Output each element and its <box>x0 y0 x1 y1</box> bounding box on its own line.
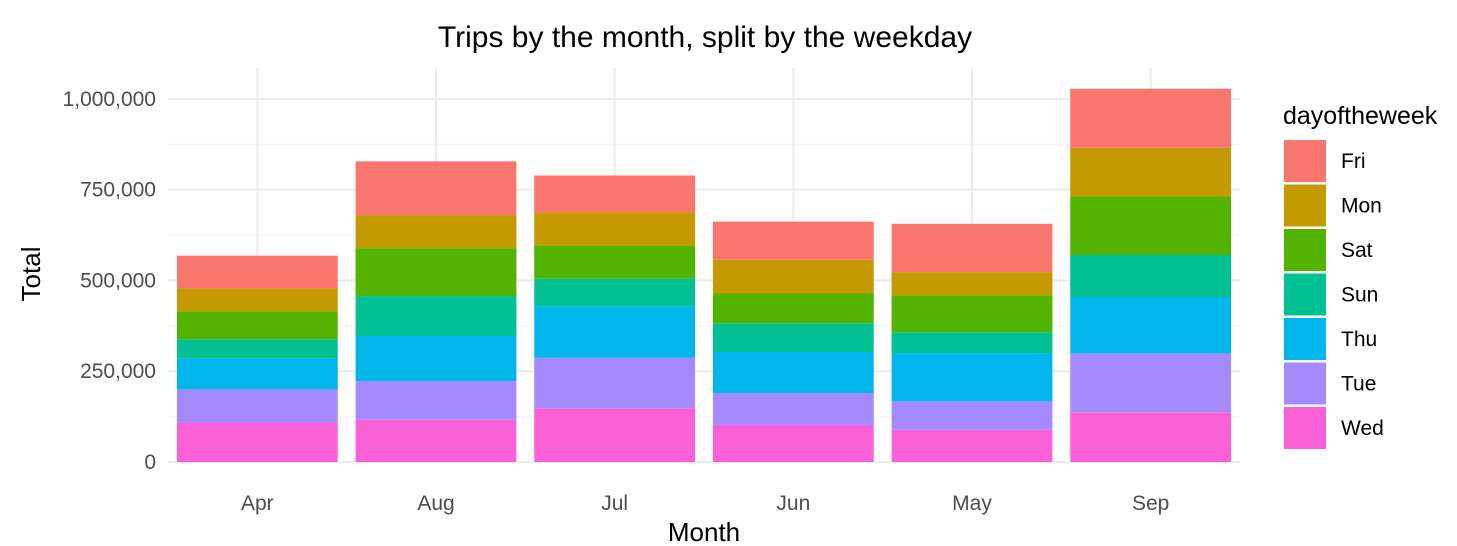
legend: dayoftheweek Fri Mon Sat Sun Thu Tue Wed <box>1283 102 1438 449</box>
legend-key-swatch <box>1284 318 1326 360</box>
bar-stack-aug <box>355 161 517 462</box>
legend-items: Fri Mon Sat Sun Thu Tue Wed <box>1284 140 1384 449</box>
bar-segment-jul-wed <box>534 408 696 462</box>
legend-label: Mon <box>1341 195 1382 218</box>
bar-segment-aug-thu <box>355 335 517 382</box>
legend-key-swatch <box>1284 273 1326 316</box>
bar-segment-aug-sun <box>355 296 517 336</box>
bar-segment-may-sun <box>891 332 1053 354</box>
chart-title: Trips by the month, split by the weekday <box>438 21 972 54</box>
bar-segment-apr-fri <box>176 255 338 289</box>
bar-segment-jun-wed <box>712 424 874 462</box>
legend-item-thu: Thu <box>1284 318 1377 360</box>
bar-segment-sep-sat <box>1070 196 1232 256</box>
legend-title: dayoftheweek <box>1283 102 1438 130</box>
x-tick-label: Sep <box>1132 492 1169 515</box>
legend-item-sat: Sat <box>1284 229 1373 271</box>
bar-segment-apr-tue <box>176 389 338 423</box>
legend-key-swatch <box>1284 407 1326 449</box>
y-axis-ticks: 0 250,000 500,000 750,000 1,000,000 <box>63 88 156 474</box>
bar-stack-apr <box>176 255 338 462</box>
bar-segment-jun-sat <box>712 293 874 324</box>
bar-segment-may-fri <box>891 223 1053 273</box>
legend-item-mon: Mon <box>1284 184 1382 227</box>
bar-segment-sep-tue <box>1070 353 1232 413</box>
y-tick-label: 500,000 <box>80 269 156 292</box>
bar-segment-aug-wed <box>355 419 517 462</box>
bar-segment-sep-mon <box>1070 147 1232 197</box>
y-tick-label: 750,000 <box>80 179 156 202</box>
bar-segment-sep-thu <box>1070 297 1232 354</box>
y-tick-label: 250,000 <box>80 360 156 383</box>
legend-key-swatch <box>1284 229 1326 271</box>
x-tick-label: Apr <box>241 492 274 515</box>
bar-stack-sep <box>1070 88 1232 462</box>
bar-segment-apr-sun <box>176 339 338 359</box>
legend-item-wed: Wed <box>1284 407 1384 449</box>
bar-segment-jun-mon <box>712 259 874 294</box>
bar-segment-apr-wed <box>176 422 338 462</box>
bar-segment-jul-fri <box>534 175 696 213</box>
bar-segment-sep-sun <box>1070 255 1232 298</box>
bar-segment-may-thu <box>891 353 1053 402</box>
bar-segment-aug-fri <box>355 161 517 216</box>
legend-key-swatch <box>1284 184 1326 227</box>
bar-segment-may-tue <box>891 401 1053 430</box>
bar-segment-jul-sat <box>534 245 696 279</box>
legend-key-swatch <box>1284 140 1326 182</box>
x-tick-label: May <box>952 492 992 515</box>
bar-segment-jul-mon <box>534 212 696 246</box>
bar-segment-apr-sat <box>176 311 338 340</box>
bar-segment-jul-sun <box>534 278 696 307</box>
bar-segment-aug-sat <box>355 248 517 297</box>
bar-segment-apr-mon <box>176 288 338 312</box>
y-axis-title: Total <box>16 247 46 302</box>
bar-segment-jun-tue <box>712 393 874 425</box>
bar-segment-jun-thu <box>712 351 874 394</box>
bars <box>176 88 1232 462</box>
bar-segment-may-mon <box>891 272 1053 296</box>
bar-segment-jun-fri <box>712 221 874 260</box>
legend-label: Tue <box>1341 373 1376 396</box>
legend-label: Thu <box>1341 328 1377 351</box>
bar-segment-may-wed <box>891 429 1053 462</box>
legend-label: Sat <box>1341 239 1373 262</box>
y-tick-label: 0 <box>144 451 156 474</box>
legend-label: Sun <box>1341 284 1378 307</box>
bar-stack-jun <box>712 221 874 462</box>
x-tick-label: Jul <box>601 492 628 515</box>
bar-segment-jul-thu <box>534 306 696 358</box>
bar-segment-sep-wed <box>1070 412 1232 462</box>
bar-segment-jun-sun <box>712 323 874 352</box>
legend-item-sun: Sun <box>1284 273 1378 316</box>
bar-segment-apr-thu <box>176 358 338 390</box>
bar-segment-aug-mon <box>355 215 517 249</box>
bar-stack-jul <box>534 175 696 462</box>
bar-segment-jul-tue <box>534 357 696 409</box>
bar-segment-sep-fri <box>1070 88 1232 148</box>
x-tick-label: Jun <box>776 492 810 515</box>
bar-segment-may-sat <box>891 295 1053 333</box>
legend-label: Fri <box>1341 150 1366 173</box>
legend-key-swatch <box>1284 362 1326 405</box>
legend-item-tue: Tue <box>1284 362 1376 405</box>
legend-label: Wed <box>1341 417 1384 440</box>
x-tick-label: Aug <box>417 492 454 515</box>
legend-item-fri: Fri <box>1284 140 1366 182</box>
bar-stack-may <box>891 223 1053 462</box>
x-axis-ticks: Apr Aug Jul Jun May Sep <box>241 492 1169 515</box>
bar-segment-aug-tue <box>355 381 517 420</box>
y-tick-label: 1,000,000 <box>63 88 156 111</box>
x-axis-title: Month <box>668 517 740 546</box>
